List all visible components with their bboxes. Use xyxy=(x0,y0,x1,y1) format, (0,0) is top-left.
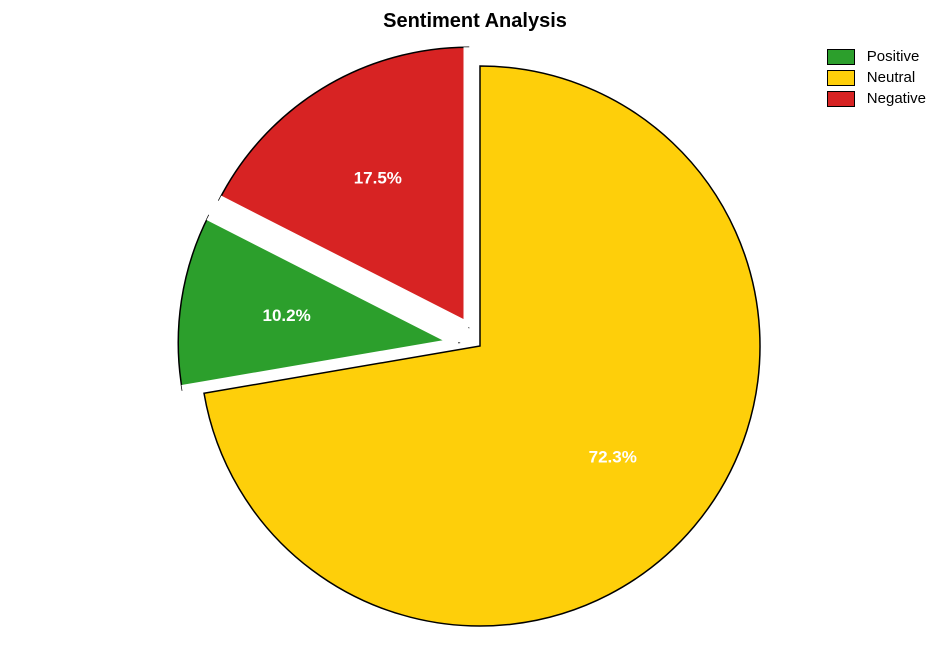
legend-swatch-negative xyxy=(827,91,855,107)
legend-label-positive: Positive xyxy=(867,48,920,65)
legend-label-neutral: Neutral xyxy=(867,69,915,86)
pie-slice-label-positive: 10.2% xyxy=(263,306,311,325)
pie-svg: 72.3% 10.2% 17.5% xyxy=(0,0,950,662)
legend-label-negative: Negative xyxy=(867,90,926,107)
pie-slice-label-negative: 17.5% xyxy=(354,169,402,188)
legend-swatch-neutral xyxy=(827,70,855,86)
chart-legend: Positive Neutral Negative xyxy=(827,48,926,111)
legend-item-positive: Positive xyxy=(827,48,926,65)
sentiment-pie-chart: Sentiment Analysis 72.3%10.2%17.5% Posit… xyxy=(0,0,950,662)
pie-slice-label-neutral: 72.3% xyxy=(589,447,637,466)
legend-item-negative: Negative xyxy=(827,90,926,107)
legend-item-neutral: Neutral xyxy=(827,69,926,86)
legend-swatch-positive xyxy=(827,49,855,65)
